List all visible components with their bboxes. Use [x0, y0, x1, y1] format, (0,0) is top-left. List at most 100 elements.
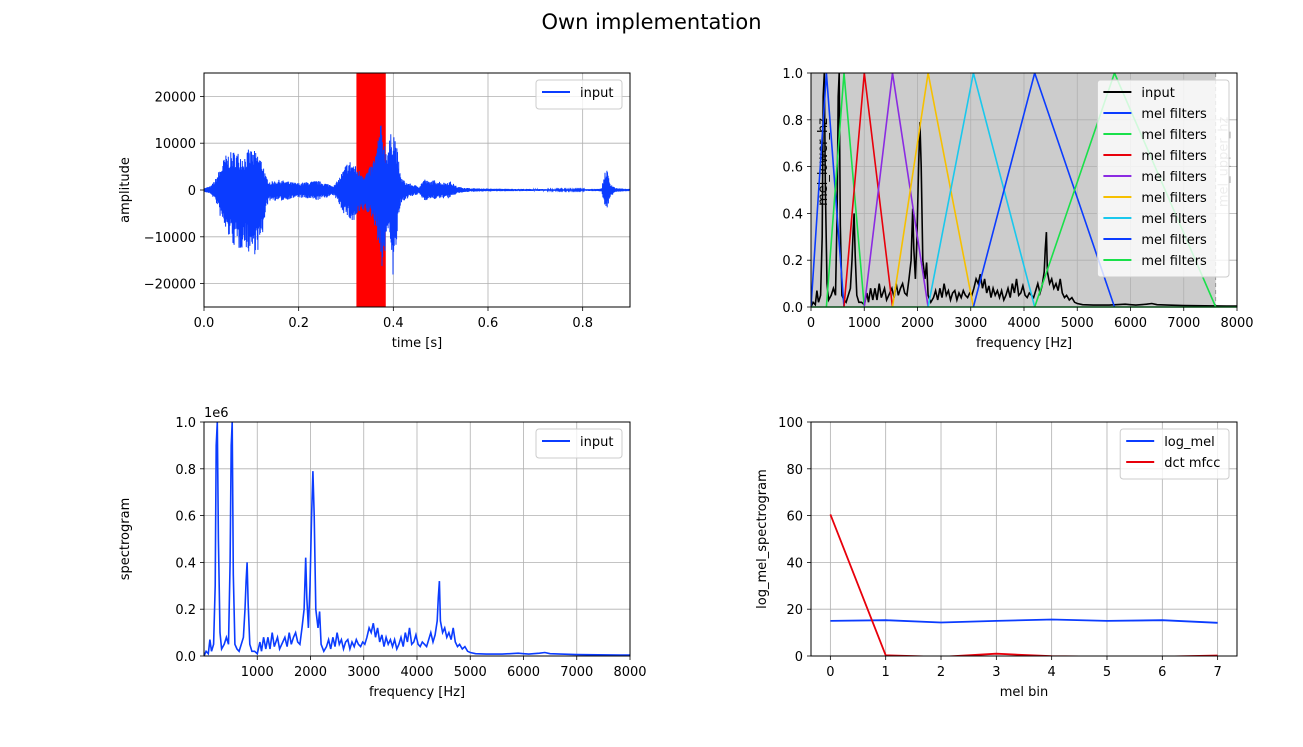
x-tick-label: 5000: [1061, 316, 1094, 331]
y-tick-label: −10000: [144, 231, 196, 246]
series-input: [811, 73, 1237, 307]
series-dct-mfcc: [829, 514, 1218, 656]
y-tick-label: 1.0: [782, 67, 803, 82]
x-tick-label: 6000: [507, 665, 540, 680]
x-tick-label: 1000: [848, 316, 881, 331]
legend-label: mel filters: [1141, 170, 1207, 185]
y-tick-label: 10000: [155, 137, 196, 152]
chart-mel-filterbank: mel_lower_hzmel_upper_hz0100020003000400…: [782, 67, 1253, 351]
x-tick-label: 4: [1048, 665, 1056, 680]
x-tick-label: 8000: [1220, 316, 1253, 331]
y-axis-label: log_mel_spectrogram: [755, 469, 770, 609]
y-tick-label: 0: [188, 184, 196, 199]
y-tick-label: 20000: [155, 90, 196, 105]
y-tick-label: 0.4: [782, 207, 803, 222]
x-tick-label: 2000: [901, 316, 934, 331]
x-tick-label: 3000: [347, 665, 380, 680]
y-scale-label: 1e6: [204, 406, 229, 421]
legend-label: mel filters: [1141, 128, 1207, 143]
mel-filter-0: [811, 73, 845, 307]
x-tick-label: 0.8: [572, 316, 593, 331]
legend-label: input: [580, 86, 613, 101]
chart-spectrogram: 1000 2000 3000 4000 5000 6000 7000 8000 0.0 0.2 0.…: [118, 406, 647, 700]
legend: input: [535, 79, 623, 110]
series-input: [204, 422, 630, 656]
x-tick-label: 7: [1213, 665, 1221, 680]
legend-box: [535, 79, 623, 110]
x-tick-label: 1: [882, 665, 890, 680]
y-tick-label: 0.2: [782, 254, 803, 269]
x-tick-label: 4000: [400, 665, 433, 680]
legend-label: mel filters: [1141, 107, 1207, 122]
x-tick-label: 7000: [560, 665, 593, 680]
legend-label: mel filters: [1141, 149, 1207, 164]
legend-label: mel filters: [1141, 254, 1207, 269]
x-tick-label: 5000: [454, 665, 487, 680]
x-axis-label: mel bin: [1000, 685, 1049, 700]
x-axis-label: frequency [Hz]: [369, 685, 465, 700]
y-tick-label: 0.0: [782, 301, 803, 316]
chart-log-mel: 0 1 2 3 4 5 6 7 0 20 40 60 80 100 mel bin log_mel_spect…: [755, 416, 1238, 700]
x-tick-label: 0.2: [288, 316, 309, 331]
mel-filter-4: [891, 73, 975, 307]
x-tick-label: 3: [992, 665, 1000, 680]
y-axis-label: spectrogram: [118, 498, 133, 581]
y-tick-label: 0.8: [782, 114, 803, 129]
x-axis-label: frequency [Hz]: [976, 336, 1072, 351]
y-tick-label: 60: [786, 510, 803, 525]
y-tick-label: 0.4: [175, 556, 196, 571]
mel-filter-2: [843, 73, 894, 307]
y-tick-label: 0: [795, 650, 803, 665]
legend-label: input: [1141, 86, 1174, 101]
legend-box: [535, 428, 623, 459]
x-tick-label: 0: [826, 665, 834, 680]
x-tick-label: 4000: [1007, 316, 1040, 331]
y-tick-label: 80: [786, 463, 803, 478]
legend-label: dct mfcc: [1164, 456, 1220, 471]
y-tick-label: 0.0: [175, 650, 196, 665]
y-tick-label: 0.6: [175, 510, 196, 525]
legend-label: mel filters: [1141, 233, 1207, 248]
x-tick-label: 8000: [613, 665, 646, 680]
legend-label: mel filters: [1141, 191, 1207, 206]
series-input: [204, 125, 630, 275]
legend-label: input: [580, 435, 613, 450]
legend-label: log_mel: [1164, 435, 1215, 450]
series-log_mel: [830, 618, 1218, 624]
y-tick-label: 0.8: [175, 463, 196, 478]
y-tick-label: 40: [786, 556, 803, 571]
x-tick-label: 3000: [954, 316, 987, 331]
legend: input mel filters mel filters mel filters me…: [1096, 79, 1230, 278]
y-tick-label: 0.6: [782, 161, 803, 176]
x-tick-label: 1000: [241, 665, 274, 680]
x-tick-label: 6: [1158, 665, 1166, 680]
y-tick-label: 1.0: [175, 416, 196, 431]
legend: input: [535, 428, 623, 459]
mel-filter-5: [927, 73, 1036, 307]
y-tick-label: 20: [786, 603, 803, 618]
mel-filter-6: [972, 73, 1116, 307]
x-tick-label: 2000: [294, 665, 327, 680]
mel-filter-1: [825, 73, 866, 307]
y-tick-label: 0.2: [175, 603, 196, 618]
y-tick-label: −20000: [144, 278, 196, 293]
x-tick-label: 2: [937, 665, 945, 680]
x-axis-label: time [s]: [392, 336, 442, 351]
x-tick-label: 6000: [1114, 316, 1147, 331]
chart-waveform: 0.0 0.2 0.4 0.6 0.8 −20000 −10000 0 10000 20000 ti…: [118, 72, 631, 351]
x-tick-label: 7000: [1167, 316, 1200, 331]
axes-frame: [810, 421, 1238, 657]
x-tick-label: 0.4: [383, 316, 404, 331]
figure-title: Own implementation: [541, 10, 762, 34]
legend-label: mel filters: [1141, 212, 1207, 227]
x-tick-label: 0.6: [478, 316, 499, 331]
y-axis-label: amplitude: [118, 157, 133, 223]
x-tick-label: 0.0: [194, 316, 215, 331]
x-tick-label: 0: [807, 316, 815, 331]
mel-filter-3: [863, 73, 929, 307]
x-tick-label: 5: [1103, 665, 1111, 680]
y-tick-label: 100: [778, 416, 803, 431]
legend-box: [1096, 79, 1230, 278]
